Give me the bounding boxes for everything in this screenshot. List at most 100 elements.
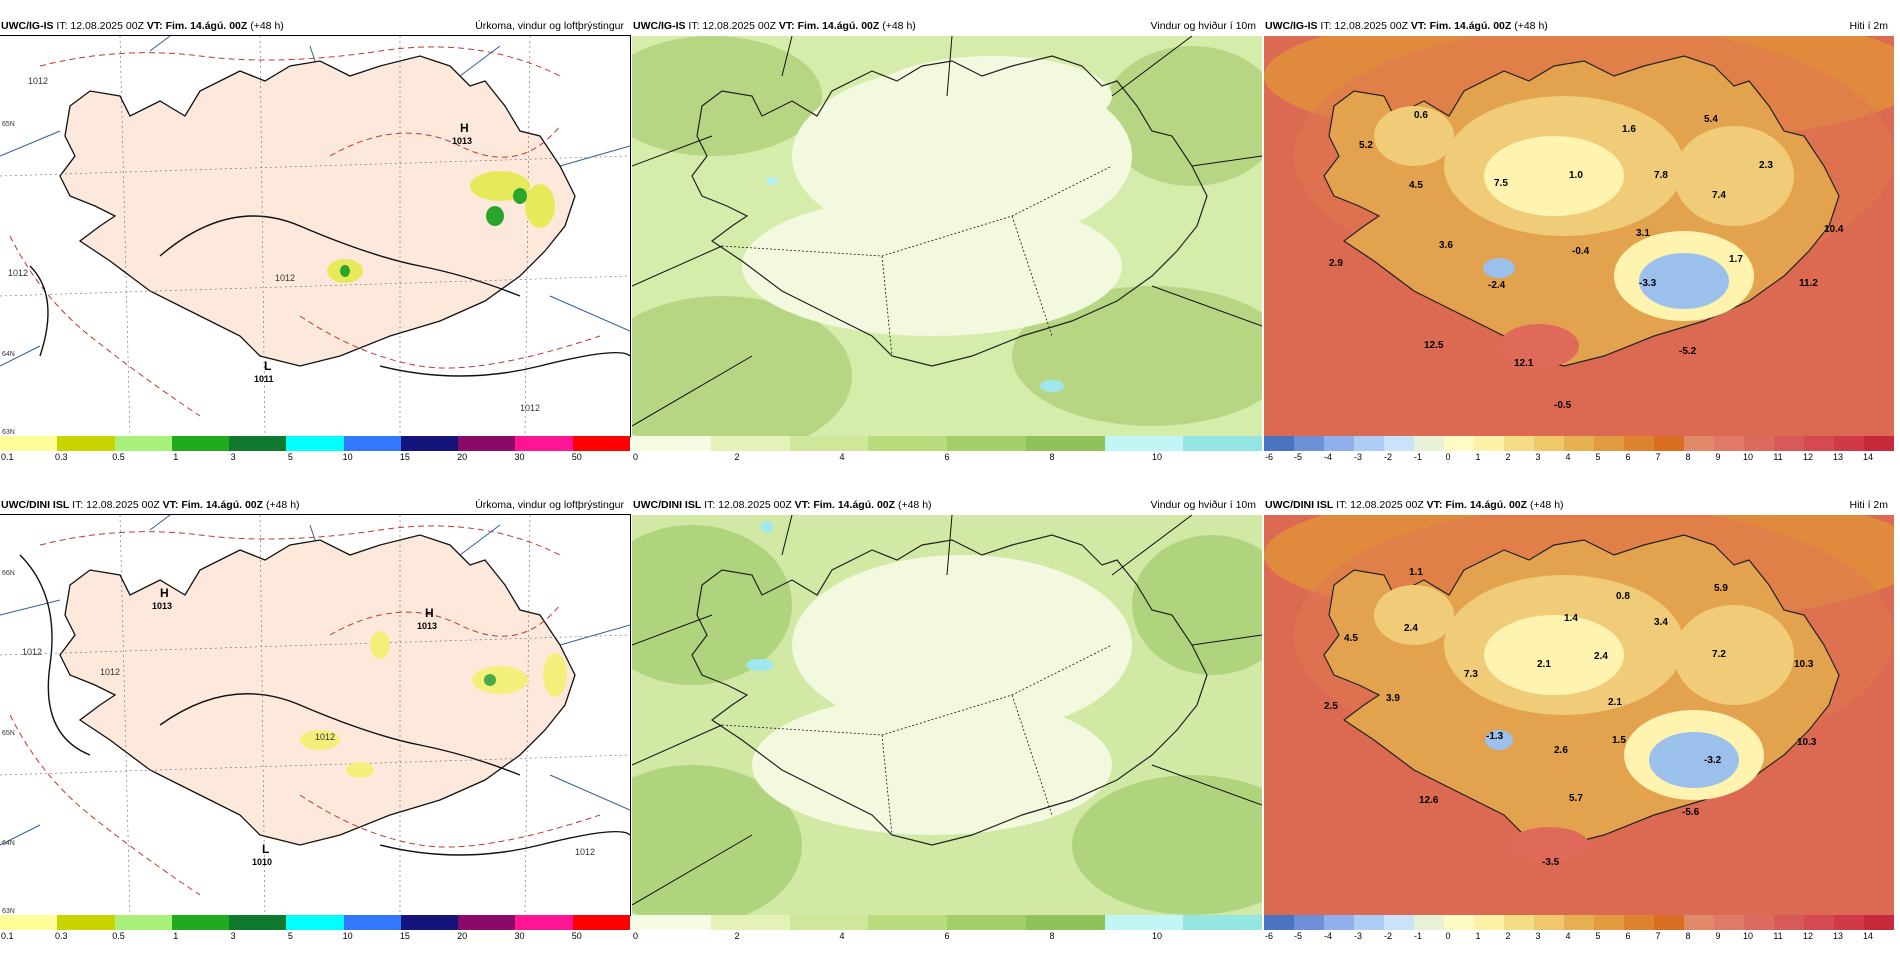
- valid-time: Fim. 14.ágú. 00Z: [797, 20, 880, 32]
- colorbar-tick-label: 13: [1832, 452, 1844, 462]
- colorbar-tick-label: 5: [287, 452, 293, 462]
- model-name: UWC/DINI ISL: [633, 499, 702, 511]
- valid-time-label: VT:: [162, 499, 179, 511]
- panel-title: Hiti í 2m: [1849, 499, 1888, 511]
- temp-value: 10.3: [1794, 659, 1814, 670]
- temp-colorbar-segment: [1384, 436, 1414, 451]
- colorbar-tick-label: 14: [1862, 931, 1874, 941]
- precip-colorbar-segment: [343, 436, 401, 451]
- temp-colorbar-segment: [1714, 915, 1744, 930]
- temp-value: 1.0: [1569, 170, 1583, 181]
- temp-colorbar-segment: [1774, 436, 1804, 451]
- lead-time: (+48 h): [882, 20, 916, 32]
- wind-colorbar-segment: [789, 436, 869, 451]
- wind-panel-row1: UWC/IG-IS IT: 12.08.2025 00Z VT: Fim. 14…: [632, 18, 1262, 485]
- temp-value: -3.3: [1639, 278, 1657, 289]
- temp-value: 10.3: [1797, 737, 1817, 748]
- temp-value: 0.8: [1616, 591, 1630, 602]
- lat-label: 64N: [2, 351, 15, 358]
- temp-value: 7.3: [1464, 669, 1478, 680]
- temp-colorbar-segment: [1714, 436, 1744, 451]
- temp-colorbar-segment: [1444, 436, 1474, 451]
- colorbar-tick-label: 0: [633, 931, 639, 941]
- temp-value: 7.5: [1494, 178, 1508, 189]
- colorbar-tick-label: 0.3: [55, 931, 68, 941]
- colorbar-tick-label: 3: [1535, 931, 1541, 941]
- colorbar-tick-label: 10: [1151, 931, 1163, 941]
- colorbar-tick-label: -6: [1265, 931, 1274, 941]
- colorbar-tick-label: 2: [1505, 931, 1511, 941]
- colorbar-tick-label: 11: [1773, 931, 1783, 941]
- isobar-label: 1012: [315, 732, 335, 742]
- temp-value: 1.6: [1622, 124, 1636, 135]
- isobar-label: 1012: [275, 273, 295, 283]
- precip-colorbar-segment: [400, 915, 459, 930]
- temp-colorbar-segment: [1264, 436, 1294, 451]
- colorbar-tick-label: 5: [1595, 931, 1601, 941]
- wind-colorbar-segment: [868, 436, 947, 451]
- colorbar-tick-label: 9: [1715, 452, 1721, 462]
- temp-colorbar-segment: [1534, 436, 1564, 451]
- colorbar-tick-label: 6: [1625, 931, 1631, 941]
- temp-value: -2.4: [1488, 280, 1506, 291]
- precip-colorbar-segment: [286, 915, 344, 930]
- temp-value: 2.1: [1608, 697, 1622, 708]
- isobar-label: 1012: [100, 667, 120, 677]
- temp-value: 7.8: [1654, 170, 1668, 181]
- temp-colorbar-segment: [1474, 915, 1504, 930]
- temp-colorbar-segment: [1774, 915, 1804, 930]
- colorbar-tick-label: 30: [514, 452, 525, 462]
- colorbar-tick-label: 10: [1742, 452, 1754, 462]
- wind-colorbar-segment: [632, 915, 711, 930]
- temp-colorbar-segment: [1474, 436, 1504, 451]
- temp-colorbar-segment: [1324, 915, 1354, 930]
- wind-map: [632, 515, 1262, 915]
- temp-colorbar: [1264, 436, 1894, 451]
- colorbar-tick-label: 8: [1685, 452, 1691, 462]
- temp-panel-row1: UWC/IG-IS IT: 12.08.2025 00Z VT: Fim. 14…: [1264, 18, 1894, 485]
- temp-value: -5.6: [1682, 807, 1700, 818]
- temp-value: 1.5: [1612, 735, 1626, 746]
- temp-value: 5.4: [1704, 114, 1718, 125]
- temp-colorbar-segment: [1564, 915, 1594, 930]
- temp-colorbar-segment: [1804, 915, 1834, 930]
- temp-value: 2.9: [1329, 258, 1343, 269]
- wind-colorbar-segment: [947, 436, 1026, 451]
- lat-label: 65N: [2, 121, 15, 128]
- colorbar-tick-label: -2: [1383, 931, 1393, 941]
- temp-colorbar-segment: [1414, 915, 1444, 930]
- precip-colorbar-ticks: 0.1 0.3 0.5 1 3 5 10 15 20 30 50: [0, 452, 630, 466]
- temp-value: 2.3: [1759, 160, 1773, 171]
- model-name: UWC/DINI ISL: [1, 499, 70, 511]
- model-name: UWC/IG-IS: [633, 20, 686, 32]
- temp-value: -5.2: [1679, 346, 1697, 357]
- colorbar-tick-label: 50: [571, 931, 582, 941]
- temp-colorbar-segment: [1294, 915, 1324, 930]
- colorbar-tick-label: -5: [1293, 931, 1303, 941]
- panel-title: Hiti í 2m: [1849, 20, 1888, 32]
- colorbar-tick-label: -4: [1323, 931, 1333, 941]
- temp-colorbar-segment: [1834, 436, 1864, 451]
- temp-colorbar-segment: [1684, 915, 1714, 930]
- temp-colorbar-segment: [1654, 436, 1684, 451]
- temp-value: 2.6: [1554, 745, 1568, 756]
- wind-colorbar-segment: [947, 915, 1026, 930]
- temp-value: 2.5: [1324, 701, 1338, 712]
- temp-colorbar-segment: [1744, 436, 1774, 451]
- temp-value: 7.4: [1712, 190, 1726, 201]
- temp-colorbar-segment: [1864, 915, 1894, 930]
- colorbar-tick-label: 5: [1595, 452, 1601, 462]
- colorbar-tick-label: 9: [1715, 931, 1721, 941]
- colorbar-tick-label: 11: [1773, 452, 1783, 462]
- temp-value: 3.1: [1636, 228, 1650, 239]
- temp-colorbar-segment: [1324, 436, 1354, 451]
- panel-header: UWC/DINI ISL IT: 12.08.2025 00Z VT: Fim.…: [1264, 497, 1894, 513]
- wind-map: [632, 36, 1262, 436]
- valid-time: Fim. 14.ágú. 00Z: [165, 20, 248, 32]
- colorbar-tick-label: 1: [173, 452, 179, 462]
- colorbar-tick-label: 10: [342, 452, 353, 462]
- panel-header: UWC/IG-IS IT: 12.08.2025 00Z VT: Fim. 14…: [0, 18, 630, 34]
- colorbar-tick-label: 0: [1445, 931, 1451, 941]
- valid-time: Fim. 14.ágú. 00Z: [1429, 20, 1512, 32]
- colorbar-tick-label: 4: [1565, 452, 1571, 462]
